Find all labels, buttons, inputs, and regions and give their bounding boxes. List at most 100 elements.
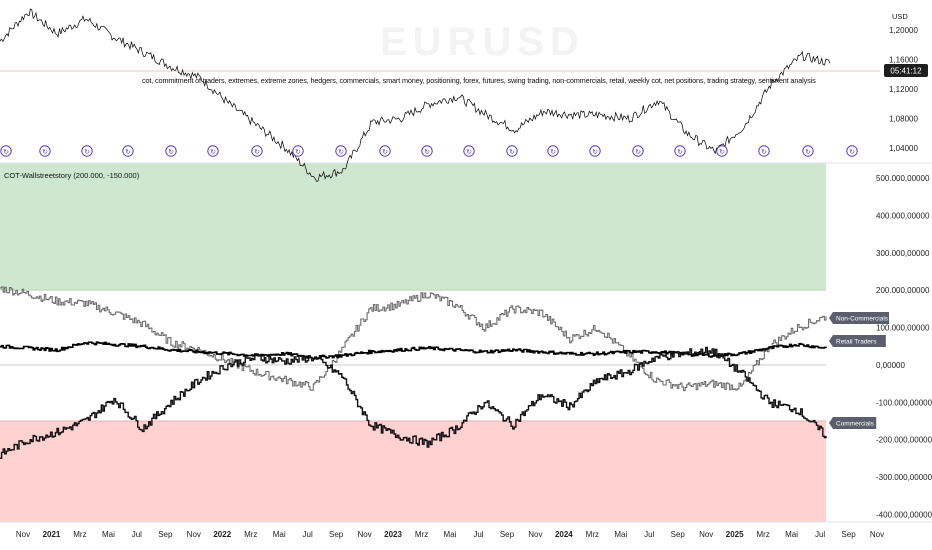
commercials-tag-label: Commercials — [836, 420, 875, 427]
event-marker-circle — [379, 145, 391, 157]
event-marker-circle — [39, 145, 51, 157]
time-axis-tick-label: Mrz — [586, 530, 599, 539]
event-marker-glyph: ↻ — [3, 148, 9, 156]
event-marker-glyph: ↻ — [125, 148, 131, 156]
event-marker-glyph: ↻ — [635, 148, 641, 156]
event-marker-icon[interactable]: ↻ — [846, 145, 858, 157]
event-marker-glyph: ↻ — [42, 148, 48, 156]
event-marker-icon[interactable]: ↻ — [292, 145, 304, 157]
indicator-axis-tick-label: 400.000,00000 — [876, 211, 930, 220]
event-marker-glyph: ↻ — [761, 148, 767, 156]
event-marker-circle — [716, 145, 728, 157]
time-axis-tick-label: 2024 — [555, 530, 573, 539]
time-axis-tick-label: Mrz — [756, 530, 769, 539]
event-marker-icon[interactable]: ↻ — [632, 145, 644, 157]
time-axis-tick-label: 2025 — [726, 530, 744, 539]
price-axis-tick-label: 1,04000 — [889, 144, 918, 153]
time-axis-tick-label: Nov — [870, 530, 884, 539]
event-marker-circle — [165, 145, 177, 157]
event-marker-icon[interactable]: ↻ — [589, 145, 601, 157]
price-axis-tick-label: 1,08000 — [889, 115, 918, 124]
event-marker-icon[interactable]: ↻ — [122, 145, 134, 157]
event-marker-icon[interactable]: ↻ — [802, 145, 814, 157]
event-marker-circle — [421, 145, 433, 157]
last-price-tag[interactable]: 05:41:12 — [884, 64, 928, 77]
indicator-axis-tick-label: -200.000,00000 — [876, 436, 932, 445]
indicator-axis-tick-label: 500.000,00000 — [876, 174, 930, 183]
time-axis-tick-label: Jul — [132, 530, 142, 539]
time-axis-tick-label: Sep — [671, 530, 686, 539]
event-marker-circle — [846, 145, 858, 157]
indicator-legend-title[interactable]: COT-Wallstreetstory (200.000, -150.000) — [4, 171, 140, 180]
event-marker-glyph: ↻ — [592, 148, 598, 156]
event-marker-glyph: ↻ — [382, 148, 388, 156]
time-axis-tick-label: Mrz — [73, 530, 86, 539]
event-marker-glyph: ↻ — [550, 148, 556, 156]
event-marker-circle — [758, 145, 770, 157]
event-marker-icon[interactable]: ↻ — [758, 145, 770, 157]
time-axis-tick-label: Mrz — [244, 530, 257, 539]
indicator-axis-tick-label: 100.000,00000 — [876, 324, 930, 333]
event-marker-glyph: ↻ — [295, 148, 301, 156]
non-commercials-tag-label: Non-Commercials — [836, 315, 889, 322]
retail-traders-tag[interactable]: Retail Traders — [829, 335, 886, 347]
price-axis-tick-label: 1,12000 — [889, 85, 918, 94]
time-axis-tick-label: Mai — [273, 530, 286, 539]
idea-tags-overlay: cot, commitment of traders, extremes, ex… — [142, 76, 816, 85]
event-marker-icon[interactable]: ↻ — [421, 145, 433, 157]
event-marker-glyph: ↻ — [424, 148, 430, 156]
event-marker-icon[interactable]: ↻ — [379, 145, 391, 157]
time-axis-tick-label: Sep — [841, 530, 856, 539]
event-marker-glyph: ↻ — [719, 148, 725, 156]
indicator-axis-tick-label: 200.000,00000 — [876, 286, 930, 295]
event-marker-glyph: ↻ — [849, 148, 855, 156]
non-commercials-tag-bg — [829, 312, 889, 324]
event-marker-circle — [251, 145, 263, 157]
event-marker-icon[interactable]: ↻ — [547, 145, 559, 157]
event-marker-glyph: ↻ — [338, 148, 344, 156]
event-marker-circle — [463, 145, 475, 157]
event-marker-icon[interactable]: ↻ — [81, 145, 93, 157]
indicator-axis-tick-label: -300.000,00000 — [876, 473, 932, 482]
last-price-tag-text: 05:41:12 — [890, 67, 922, 76]
event-marker-circle — [589, 145, 601, 157]
price-axis-tick-label: 1,16000 — [889, 55, 918, 64]
event-marker-glyph: ↻ — [677, 148, 683, 156]
last-price-tag-bg — [884, 64, 928, 77]
non-commercials-tag[interactable]: Non-Commercials — [829, 312, 889, 324]
event-marker-icon[interactable]: ↻ — [506, 145, 518, 157]
event-marker-circle — [122, 145, 134, 157]
time-axis-tick-label: 2023 — [384, 530, 402, 539]
commercials-tag[interactable]: Commercials — [829, 417, 877, 429]
event-marker-icon[interactable]: ↻ — [39, 145, 51, 157]
event-marker-glyph: ↻ — [210, 148, 216, 156]
time-axis-tick-label: Mai — [102, 530, 115, 539]
event-marker-icon[interactable]: ↻ — [207, 145, 219, 157]
event-marker-icon[interactable]: ↻ — [716, 145, 728, 157]
event-marker-glyph: ↻ — [805, 148, 811, 156]
event-marker-icon[interactable]: ↻ — [335, 145, 347, 157]
commercials-tag-bg — [829, 417, 877, 429]
event-marker-glyph: ↻ — [466, 148, 472, 156]
event-marker-icon[interactable]: ↻ — [0, 145, 12, 157]
event-marker-circle — [81, 145, 93, 157]
event-marker-circle — [292, 145, 304, 157]
indicator-axis-tick-label: 300.000,00000 — [876, 249, 930, 258]
event-marker-icon[interactable]: ↻ — [165, 145, 177, 157]
price-axis-tick-label: 1,20000 — [889, 26, 918, 35]
event-marker-icon[interactable]: ↻ — [463, 145, 475, 157]
event-marker-circle — [632, 145, 644, 157]
event-marker-icon[interactable]: ↻ — [674, 145, 686, 157]
time-axis-tick-label: Jul — [303, 530, 313, 539]
indicator-axis-tick-label: -100.000,00000 — [876, 398, 932, 407]
event-marker-circle — [547, 145, 559, 157]
time-axis-tick-label: Jul — [473, 530, 483, 539]
currency-label[interactable]: USD — [892, 12, 908, 21]
non-commercials-line — [0, 286, 827, 392]
time-axis-tick-label: Jul — [644, 530, 654, 539]
time-axis-tick-label: 2022 — [213, 530, 231, 539]
event-marker-icon[interactable]: ↻ — [251, 145, 263, 157]
event-marker-glyph: ↻ — [84, 148, 90, 156]
